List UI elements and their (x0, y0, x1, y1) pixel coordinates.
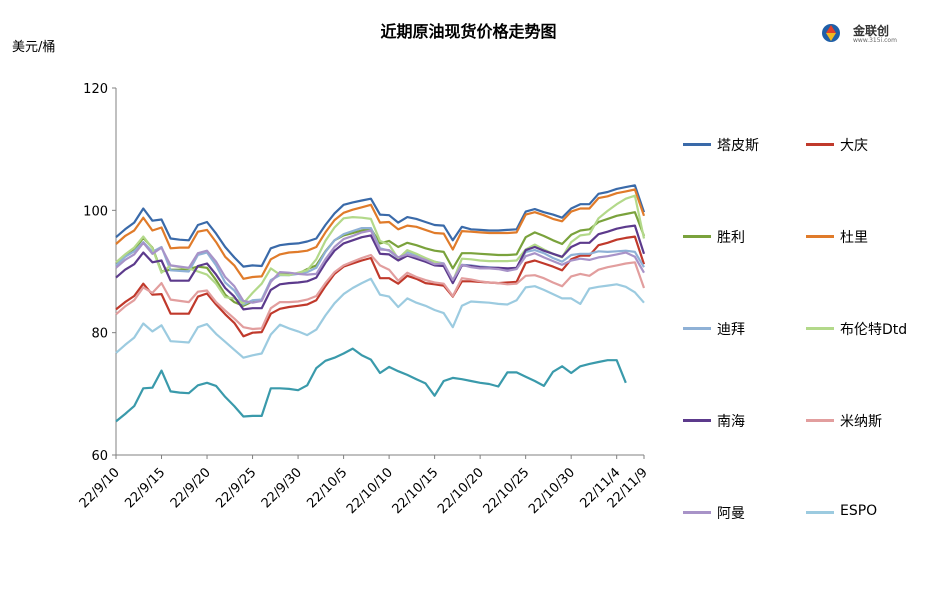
chart-axes (112, 87, 645, 459)
legend-swatch (683, 143, 711, 146)
legend-label: ESPO (840, 503, 878, 519)
logo-url: www.315i.com (853, 37, 897, 44)
y-tick-label: 120 (83, 82, 108, 97)
legend-label: 布伦特Dtd (840, 322, 908, 338)
series-line-3 (115, 188, 646, 280)
legend-label: 米纳斯 (840, 414, 882, 430)
series-line-8 (115, 229, 645, 304)
x-tick-label: 22/10/25 (481, 465, 533, 517)
legend-label: 塔皮斯 (717, 138, 759, 154)
x-tick-label: 22/9/25 (213, 465, 259, 511)
x-tick-label: 22/10/5 (304, 465, 350, 511)
x-tick-label: 22/9/15 (122, 465, 168, 511)
x-tick-label: 22/10/20 (435, 465, 487, 517)
chart-series-group (115, 184, 646, 423)
series-line-10 (115, 347, 627, 423)
legend-swatch (683, 327, 711, 330)
series-line-6 (115, 224, 646, 311)
chart-title: 近期原油现货价格走势图 (380, 22, 557, 41)
logo-icon (822, 24, 840, 42)
y-tick-label: 60 (91, 449, 108, 464)
x-tick-label: 22/9/20 (168, 465, 214, 511)
legend-swatch (806, 327, 834, 330)
x-tick-label: 22/10/30 (526, 465, 578, 517)
legend-label: 杜里 (840, 230, 868, 246)
logo-text: 金联创 (853, 24, 890, 38)
legend-swatch (683, 419, 711, 422)
x-tick-label: 22/10/15 (390, 465, 442, 517)
x-tick-label: 22/10/10 (344, 465, 396, 517)
legend-swatch (806, 143, 834, 146)
y-tick-label: 100 (83, 204, 108, 219)
legend-swatch (806, 419, 834, 422)
legend-label: 南海 (717, 414, 745, 430)
legend-label: 阿曼 (717, 506, 745, 522)
series-line-7 (115, 253, 646, 331)
x-tick-label: 22/9/10 (77, 465, 123, 511)
legend-swatch (806, 235, 834, 238)
series-line-2 (115, 211, 646, 307)
legend-swatch (683, 235, 711, 238)
series-line-1 (115, 235, 646, 338)
legend-swatch (806, 511, 834, 514)
y-tick-label: 80 (91, 327, 108, 342)
legend-label: 胜利 (717, 230, 745, 246)
legend-label: 迪拜 (717, 322, 745, 338)
unit-label: 美元/桶 (12, 40, 56, 55)
legend-swatch (683, 511, 711, 514)
x-tick-label: 22/9/30 (259, 465, 305, 511)
series-line-9 (115, 277, 645, 359)
legend-label: 大庆 (840, 138, 868, 154)
series-line-0 (115, 184, 646, 268)
